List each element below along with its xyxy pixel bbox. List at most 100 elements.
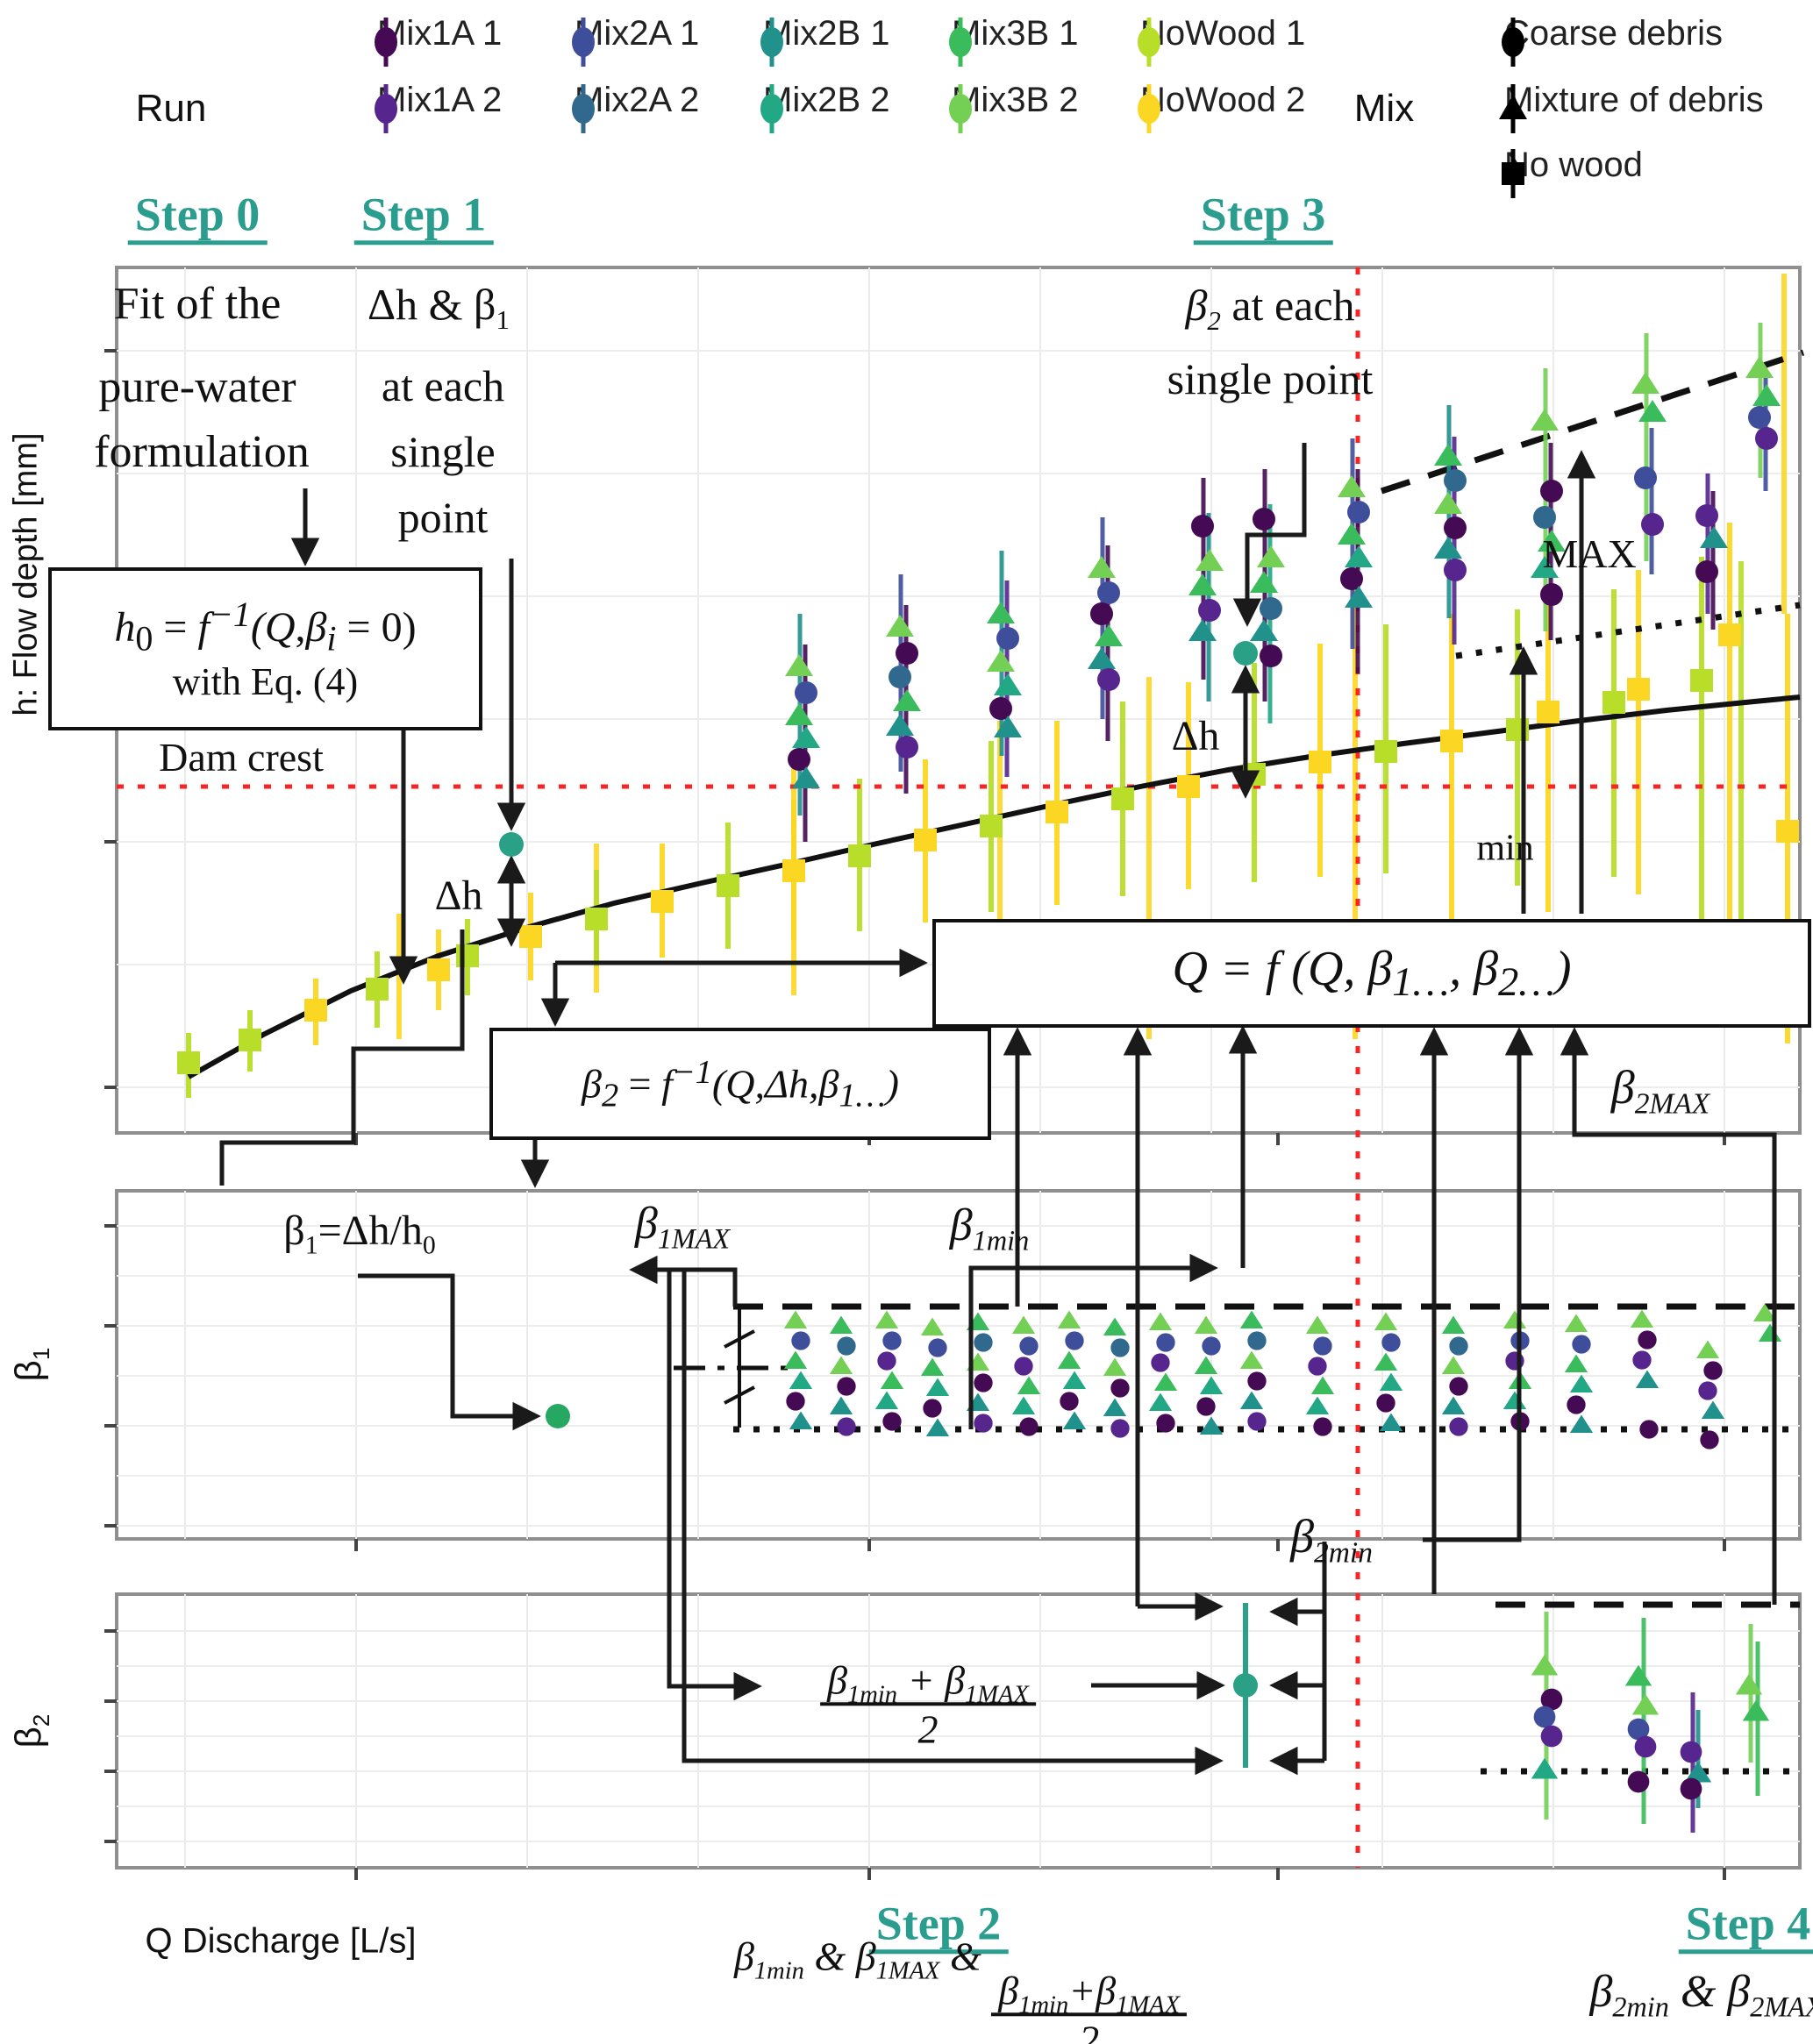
point-circle xyxy=(1381,1333,1401,1352)
point-triangle xyxy=(1752,1303,1777,1322)
point-nowood-square xyxy=(1111,787,1134,810)
y-axis-label-h: h: Flow depth [mm] xyxy=(7,432,45,716)
point-circle xyxy=(1151,1353,1170,1372)
point-triangle xyxy=(1148,1392,1173,1412)
legend-marker-c-icon xyxy=(572,18,595,67)
point-circle xyxy=(1202,1336,1221,1356)
hatch-slash xyxy=(724,1329,755,1349)
point-triangle xyxy=(1305,1315,1330,1335)
point-circle xyxy=(974,1373,993,1392)
point-triangle xyxy=(1630,1309,1654,1328)
beta1-mean-formula: β1min + β1MAX 2 xyxy=(820,1623,1036,1750)
point-triangle xyxy=(1752,384,1781,406)
point-triangle xyxy=(1148,1312,1173,1331)
beta2-formula-box: β2 = f−1(Q,Δh,β1…) xyxy=(489,1028,991,1140)
point-nowood-square xyxy=(1718,623,1741,646)
legend-item-mix2a-2: Mix2A 2 xyxy=(566,81,700,133)
point-circle xyxy=(889,666,911,688)
point-circle xyxy=(1449,1336,1468,1356)
point-circle xyxy=(1755,427,1778,450)
point-triangle xyxy=(829,1356,853,1375)
point-circle xyxy=(1019,1336,1039,1356)
point-triangle xyxy=(1057,1350,1081,1370)
legend-item-label: Mix2A 2 xyxy=(575,81,700,119)
point-circle xyxy=(1110,1419,1130,1438)
point-triangle xyxy=(1569,1414,1594,1434)
step0-line2: pure-water xyxy=(98,361,296,412)
point-nowood-square xyxy=(1309,751,1331,773)
min-label: min xyxy=(1476,828,1534,869)
delta-h-2: Δh xyxy=(1171,713,1220,760)
dam-crest: Dam crest xyxy=(159,735,324,780)
point-circle xyxy=(1196,1397,1216,1416)
point-triangle xyxy=(1531,409,1559,431)
point-nowood-square xyxy=(1627,678,1650,701)
q-formula-box: Q = f (Q, β1…, β2…) xyxy=(932,919,1811,1028)
point-circle xyxy=(1567,1395,1586,1414)
h0-formula-box: h0 = f−1(Q,βi = 0) with Eq. (4) xyxy=(48,567,482,730)
point-triangle xyxy=(1153,1372,1178,1392)
point-circle xyxy=(1533,506,1556,529)
beta2-formula-box-line: β2 = f−1(Q,Δh,β1…) xyxy=(582,1053,899,1115)
point-triangle xyxy=(829,1396,853,1415)
point-triangle xyxy=(874,1391,899,1410)
point-circle xyxy=(1156,1414,1175,1433)
point-circle xyxy=(1090,602,1113,625)
point-circle xyxy=(1065,1331,1084,1350)
step1-line2: at each xyxy=(381,361,505,410)
legend-marker-c-icon xyxy=(760,84,783,133)
point-triangle xyxy=(1103,1398,1127,1417)
legend-item-nowood-1: NoWood 1 xyxy=(1131,14,1305,67)
legend-item-label: Mix2B 1 xyxy=(763,14,890,53)
point-circle xyxy=(1110,1378,1130,1398)
beta2-panel xyxy=(115,1592,1802,1870)
step1-line4: point xyxy=(397,493,489,542)
flow-connector xyxy=(219,929,465,1186)
point-triangle xyxy=(1239,1391,1264,1410)
point-triangle xyxy=(1095,624,1123,646)
legend-item-label: Mix1A 2 xyxy=(377,81,503,119)
point-nowood-square xyxy=(1046,801,1068,823)
point-circle xyxy=(1533,1706,1556,1728)
selected-point xyxy=(1233,1673,1258,1698)
point-circle xyxy=(1634,1735,1657,1758)
legend-marker-t-icon xyxy=(1499,84,1527,133)
point-triangle xyxy=(1062,1371,1087,1390)
legend-item-label: Mix3B 1 xyxy=(952,14,1079,53)
point-circle xyxy=(1449,1377,1468,1396)
point-nowood-square xyxy=(914,829,937,851)
point-circle xyxy=(1376,1393,1395,1413)
point-circle xyxy=(1198,599,1221,622)
beta1-min: β1min xyxy=(949,1200,1030,1257)
step2-formula: β1min & β1MAX & β1min+β1MAX 2 xyxy=(734,1934,1188,2044)
step1-title: Step 1 xyxy=(353,188,494,246)
point-nowood-square xyxy=(1602,691,1625,714)
point-triangle xyxy=(1701,1400,1725,1420)
legend-item-label: Mix2A 1 xyxy=(575,14,700,53)
flow-connector xyxy=(358,1273,541,1431)
point-triangle xyxy=(1188,573,1217,595)
hatch-slash xyxy=(724,1385,755,1405)
point-triangle xyxy=(886,615,914,637)
point-triangle xyxy=(1011,1315,1036,1335)
point-circle xyxy=(1247,1371,1267,1391)
step4-formula: β2min & β2MAX xyxy=(1589,1966,1813,2023)
point-triangle xyxy=(1239,1350,1264,1370)
step3-line2: single point xyxy=(1167,354,1374,403)
point-circle xyxy=(1444,516,1467,539)
point-triangle xyxy=(1196,549,1224,571)
legend-marker-s-icon xyxy=(1502,149,1524,198)
point-nowood-square xyxy=(1776,820,1799,843)
point-nowood-square xyxy=(519,925,542,948)
point-circle xyxy=(1247,1412,1267,1431)
step0-line3: formulation xyxy=(94,426,310,477)
point-nowood-square xyxy=(427,958,450,981)
legend-item-label: Mix2B 2 xyxy=(763,81,890,119)
point-triangle xyxy=(1742,1699,1770,1721)
legend-item-mix2b-1: Mix2B 1 xyxy=(754,14,890,67)
legend-item-mix2b-2: Mix2B 2 xyxy=(754,81,890,133)
point-triangle xyxy=(994,716,1022,737)
legend-item-label: Mix3B 2 xyxy=(952,81,1079,119)
point-circle xyxy=(1634,466,1657,489)
max-label: MAX xyxy=(1542,531,1637,577)
